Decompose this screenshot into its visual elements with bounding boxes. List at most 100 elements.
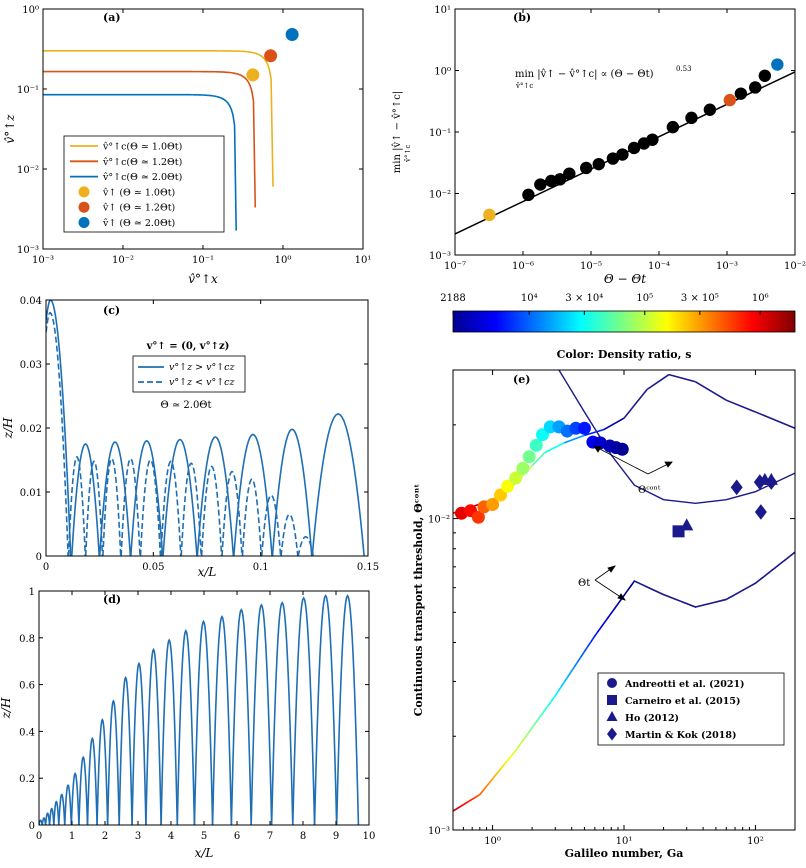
panel-b-point [735,87,747,99]
panel-e-legend-marker-square [607,695,617,705]
panel-c-ytick-label: 0.02 [20,424,42,435]
panel-d-hop [315,596,337,825]
theta-t-curve-segment [526,732,529,737]
panel-b-point [749,81,761,93]
panel-b-xtick-label: 10⁻⁵ [580,261,602,272]
panel-d-ytick-label: 0.8 [19,634,35,645]
panel-b-xtick-label: 10⁻² [784,261,806,272]
panel-b-point [563,167,575,179]
panel-d-xtick-label: 10 [363,831,376,842]
colorbar-tick-label: 3 × 10⁴ [565,293,603,304]
panel-d-ytick-label: 0 [29,821,35,832]
panel-c-hop-solid [197,437,233,556]
panel-c-hop-dashed [242,479,261,556]
panel-d-xtick-label: 1 [69,831,75,842]
panel-e-legend-text: Martin & Kok (2018) [625,730,736,741]
theta-t-curve-segment [552,696,555,701]
theta-t-curve-segment [615,604,618,609]
panel-b-ytick-label: 10⁻³ [429,251,451,262]
theta-t-curve-segment [582,651,585,656]
panel-b-point [593,158,605,170]
theta-t-curve-segment [568,671,571,676]
panel-d-xtick-label: 6 [234,831,240,842]
panel-a-point-3 [246,68,259,81]
panel-d-xtick-label: 9 [333,831,339,842]
panel-c-xlabel: x/L [198,565,217,579]
panel-a-legend-text-0: v̂°↑c(Θ ≃ 1.0Θt) [102,142,182,153]
panel-e-xtick-label: 10² [747,836,764,847]
panel-b-point [724,94,736,106]
panel-e-xtick-label: 10¹ [616,836,633,847]
panel-d-hop [337,596,359,825]
panel-a-xtick-label: 10⁰ [275,255,292,266]
panel-c-xtick-label: 0 [43,562,49,573]
panel-b-ytick-label: 10⁰ [434,67,451,78]
panel-c-hop-solid [131,441,163,556]
panel-d-hop [272,603,293,825]
panel-d-xlabel: x/L [195,846,214,860]
panel-b-ylabel-sub: v̂°↑c [403,145,412,163]
panel-b-ylabel: min |v̂↑ − v̂°↑c| [392,91,403,173]
theta-t-curve-segment [598,627,601,632]
panel-a: 10⁻³ 10⁻² 10⁻¹ 10⁰ 10¹10⁻³10⁻²10⁻¹10⁰ (a) v̂… [3,5,371,286]
panel-a-xtick-label: 10¹ [355,255,372,266]
theta-cont-point [523,450,536,463]
panel-d-ytick-label: 1 [29,587,35,598]
theta-t-curve-segment [549,700,552,705]
panel-c-ann-v: v°↑ = (0, v°↑z) [146,341,230,352]
panel-b-annotation-sub: v̂°↑c [515,81,533,90]
theta-t-curve-segment [555,691,558,696]
panel-b-point [759,70,771,82]
theta-t-curve-segment [532,723,535,728]
panel-d-hop [65,785,72,825]
theta-cont-point [578,422,591,435]
theta-cont-line-segment [624,389,647,418]
panel-e-legend-text: Andreotti et al. (2021) [624,679,745,690]
panel-b-ytick-label: 10⁻² [429,190,451,201]
panel-d-hop [71,774,79,825]
panel-a-legend-dot-5 [79,217,90,228]
panel-a-point-4 [264,49,277,62]
panel-b-xtick-label: 10⁻⁴ [648,261,670,272]
panel-c-ytick-label: 0.03 [20,360,42,371]
panel-c-ann-theta: Θ ≃ 2.0Θt [160,400,211,411]
theta-cont-point [516,462,529,475]
theta-cont-arrows [594,446,672,600]
theta-t-curve-segment [608,613,611,618]
panel-c-ytick-label: 0.01 [20,488,42,499]
panel-a-legend-text-2: v̂°↑c(Θ ≃ 2.0Θt) [102,172,182,183]
panel-d-xtick-label: 4 [168,831,174,842]
colorbar: 2188 10⁴ 3 × 10⁴ 10⁵ 3 × 10⁵ 10⁶ [440,293,795,332]
panel-b-label: (b) [513,11,531,24]
panel-a-legend-text-1: v̂°↑c(Θ ≃ 1.2Θt) [102,157,182,168]
panel-b-ytick-label: 10¹ [434,5,451,16]
panel-c-label: (c) [103,304,120,317]
theta-t-curve-segment [628,586,631,591]
data-marker-diamond [755,504,767,520]
panel-a-ytick-label: 10⁻¹ [17,85,39,96]
theta-cont-label: Θᶜᵒⁿᵗ [638,485,661,496]
panel-d-hop [108,701,120,825]
theta-t-curve-segment [631,581,634,586]
panel-d-hop [97,720,108,825]
theta-t-curve-segment [575,661,578,666]
panel-b-frame [455,9,795,255]
theta-t-curve-segment [585,646,588,651]
theta-t-curve-segment [545,705,548,710]
panel-c-hop-solid [100,442,131,556]
panel-d-xtick-label: 8 [300,831,306,842]
panel-b-point [646,133,658,145]
panel-a-ytick-label: 10⁻² [17,165,39,176]
panel-b-xtick-label: 10⁻⁶ [512,261,534,272]
panel-b-point [483,209,495,221]
panel-b-xtick-label: 10⁻⁷ [444,261,466,272]
panel-a-xtick-label: 10⁻³ [32,255,54,266]
theta-t-curve-segment [618,599,621,604]
theta-t-curve-segment [539,714,542,719]
panel-d-hop [194,621,212,825]
panel-b-point [667,121,679,133]
panel-d-xtick-label: 0 [36,831,42,842]
panel-d-hop [161,640,177,825]
panel-a-legend-text-3: v̂↑ (Θ ≃ 1.0Θt) [102,187,175,198]
panel-a-ylabel: v̂°↑z [3,114,17,144]
